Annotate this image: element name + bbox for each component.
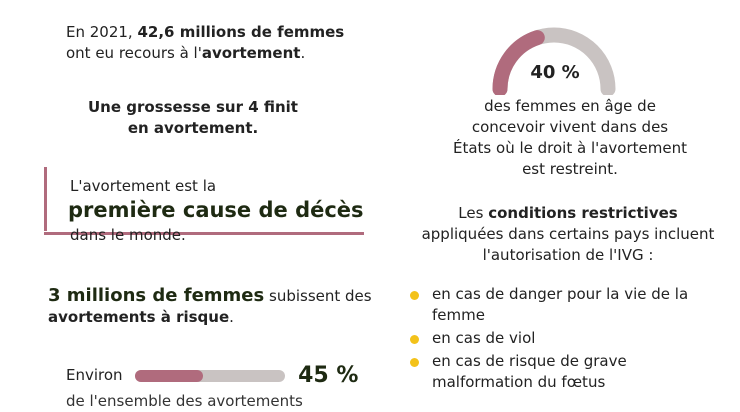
conditions-list: en cas de danger pour la vie de la femme… — [408, 284, 728, 395]
gauge-chart — [492, 27, 616, 95]
conditions-suffix: appliquées dans certains pays incluent l… — [421, 225, 715, 264]
list-item-text: en cas de risque de grave malformation d… — [432, 352, 627, 391]
stat-share-prefix: Environ — [66, 366, 123, 384]
conditions-prefix: Les — [458, 204, 489, 222]
conditions-keyword: conditions restrictives — [488, 204, 678, 222]
share-progress-bar — [135, 369, 286, 382]
gauge-fill — [492, 30, 545, 95]
stat-risk-highlight: 3 millions de femmes — [48, 285, 265, 306]
callout-line-1: L'avortement est la — [70, 177, 217, 195]
share-percent: 45 % — [298, 363, 359, 388]
stat-risk-suffix: . — [229, 308, 234, 326]
conditions-intro: Les conditions restrictives appliquées d… — [418, 203, 718, 266]
list-item-text: en cas de viol — [432, 329, 536, 347]
stat-share: Environ 45 % de l'ensemble des avortemen… — [66, 363, 386, 411]
bullet-dot-icon — [410, 291, 419, 300]
list-item: en cas de danger pour la vie de la femme — [408, 284, 728, 326]
stat-risk-middle: subissent des — [264, 287, 372, 305]
stat-risk-keyword: avortements à risque — [48, 308, 230, 326]
callout-border-bottom — [44, 232, 364, 235]
share-progress-fill — [135, 369, 203, 382]
stat-abortions-2021: En 2021, 42,6 millions de femmes ont eu … — [66, 22, 386, 64]
stat-highlight: 42,6 millions de femmes — [137, 23, 345, 41]
stat-middle: ont eu recours à l' — [66, 44, 202, 62]
list-item: en cas de viol — [408, 328, 728, 349]
stat-pregnancy: Une grossesse sur 4 finit en avortement. — [88, 98, 298, 137]
bullet-dot-icon — [410, 335, 419, 344]
callout-headline: première cause de décès — [68, 198, 364, 222]
stat-keyword: avortement — [201, 44, 301, 62]
stat-unsafe-abortions: 3 millions de femmes subissent des avort… — [48, 285, 378, 328]
gauge-percent: 40 % — [530, 62, 580, 83]
stat-prefix: En 2021, — [66, 23, 138, 41]
callout-leading-cause: L'avortement est la première cause de dé… — [44, 167, 389, 244]
list-item: en cas de risque de grave malformation d… — [408, 351, 728, 393]
gauge-description: des femmes en âge de concevoir vivent da… — [453, 97, 687, 178]
callout-border-left — [44, 167, 47, 231]
callout-line-3: dans le monde. — [70, 226, 186, 244]
stat-share-continuation: de l'ensemble des avortements — [66, 392, 303, 410]
bullet-dot-icon — [410, 358, 419, 367]
stat-suffix: . — [300, 44, 306, 62]
list-item-text: en cas de danger pour la vie de la femme — [432, 285, 689, 324]
